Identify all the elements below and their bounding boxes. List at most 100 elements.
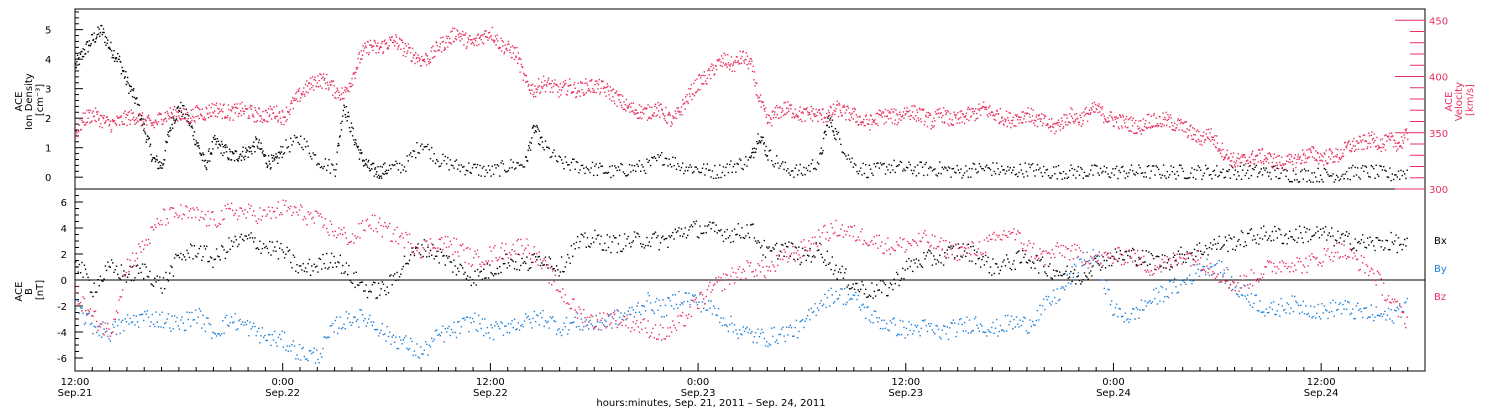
bx-point: [595, 238, 597, 240]
bx-point: [313, 263, 315, 265]
velocity-point: [590, 80, 592, 82]
bx-point: [1224, 236, 1227, 238]
velocity-point: [1383, 146, 1385, 149]
velocity-point: [1330, 150, 1332, 152]
ion-density-point: [839, 138, 841, 140]
ion-density-point: [863, 172, 866, 175]
velocity-point: [1036, 114, 1038, 116]
bx-point: [445, 255, 448, 257]
velocity-point: [442, 40, 445, 43]
ion-density-point: [898, 164, 900, 166]
velocity-point: [607, 85, 609, 87]
by-point: [363, 320, 365, 322]
velocity-point: [366, 52, 368, 54]
ion-density-point: [1360, 167, 1363, 169]
ion-density-point: [860, 167, 862, 169]
velocity-point: [1388, 138, 1390, 140]
bx-point: [1057, 274, 1060, 277]
by-point: [275, 341, 277, 344]
bx-point: [876, 284, 878, 286]
velocity-point: [1337, 149, 1339, 151]
ion-density-point: [1305, 170, 1307, 172]
velocity-point: [1376, 148, 1379, 150]
bx-point: [208, 260, 210, 263]
ion-density-point: [124, 76, 126, 78]
velocity-point: [598, 78, 600, 81]
velocity-point: [918, 107, 921, 109]
bx-point: [1392, 243, 1395, 245]
velocity-point: [1054, 123, 1057, 125]
density-tick-label: 3: [45, 85, 51, 96]
velocity-point: [856, 116, 859, 118]
by-point: [314, 362, 317, 364]
bx-point: [1206, 247, 1208, 250]
bx-point: [141, 263, 144, 265]
ion-density-point: [268, 160, 270, 162]
bx-point: [254, 237, 256, 239]
ion-density-point: [1242, 169, 1244, 171]
velocity-point: [831, 114, 833, 116]
ion-density-point: [915, 175, 918, 177]
ion-density-point: [261, 152, 264, 154]
bx-point: [286, 246, 288, 249]
bx-point: [1378, 239, 1380, 241]
bx-point: [745, 235, 747, 237]
bx-point: [237, 245, 239, 248]
velocity-point: [793, 117, 796, 119]
ion-density-point: [1015, 173, 1018, 175]
velocity-point: [878, 109, 880, 111]
bx-point: [1087, 278, 1089, 280]
ion-density-point: [1384, 169, 1386, 171]
velocity-point: [385, 43, 387, 45]
velocity-point: [813, 115, 816, 117]
ion-density-point: [209, 153, 212, 155]
velocity-point: [470, 39, 472, 41]
velocity-point: [396, 42, 398, 44]
ion-density-point: [725, 166, 727, 169]
ion-density-point: [360, 152, 362, 155]
bx-point: [183, 256, 186, 258]
by-point: [260, 335, 262, 337]
bx-point: [1007, 258, 1009, 260]
bx-point: [1083, 272, 1086, 274]
bx-point: [177, 254, 179, 256]
ion-density-point: [342, 115, 344, 117]
bx-point: [207, 260, 209, 263]
ion-density-point: [1118, 169, 1120, 172]
ion-density-point: [127, 82, 129, 84]
bx-point: [1226, 239, 1228, 242]
bx-point: [332, 266, 334, 268]
velocity-point: [1183, 130, 1185, 133]
bx-point: [1359, 242, 1361, 245]
bx-point: [507, 262, 510, 264]
velocity-point: [934, 120, 936, 122]
date-tick-label: Sep.24: [1304, 388, 1339, 399]
velocity-point: [173, 106, 176, 108]
bx-point: [756, 242, 758, 244]
velocity-point: [238, 112, 241, 115]
bx-point: [788, 241, 790, 243]
velocity-point: [175, 109, 177, 111]
ion-density-point: [76, 54, 79, 56]
bx-point: [302, 263, 304, 265]
velocity-point: [529, 92, 532, 95]
velocity-point: [1127, 118, 1130, 121]
velocity-point: [1269, 152, 1271, 155]
velocity-point: [837, 115, 840, 118]
bx-point: [1248, 232, 1250, 235]
velocity-point: [657, 101, 659, 104]
bx-point: [847, 284, 850, 286]
by-point: [204, 330, 207, 333]
ion-density-point: [209, 160, 211, 162]
velocity-point: [651, 115, 654, 117]
velocity-point: [936, 113, 938, 115]
velocity-point: [825, 121, 827, 123]
ion-density-point: [1134, 174, 1136, 176]
ion-density-point: [1213, 169, 1215, 172]
velocity-point: [196, 106, 199, 109]
ion-density-point: [361, 160, 364, 162]
velocity-point: [194, 106, 197, 108]
bx-point: [374, 282, 376, 284]
by-point: [145, 313, 147, 315]
